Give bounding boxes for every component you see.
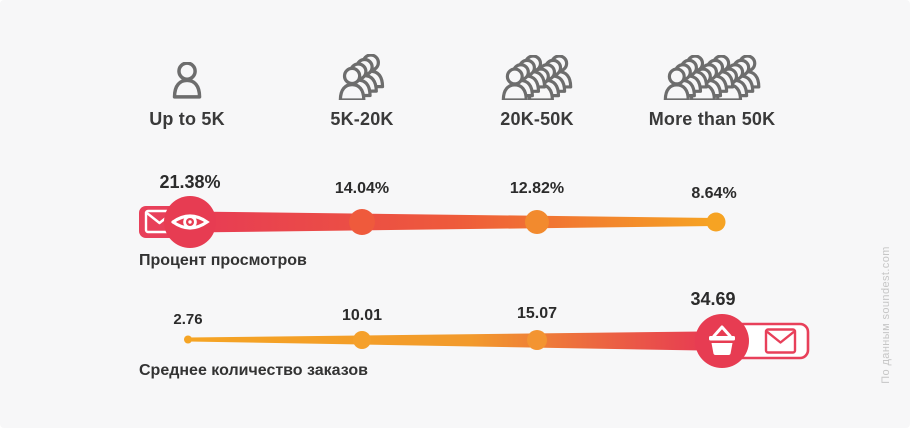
value-label: 12.82%	[509, 180, 565, 197]
value-label: 8.64%	[691, 185, 737, 202]
audience-column: 20K-50K	[449, 48, 625, 130]
value-label: 10.01	[341, 307, 383, 324]
value-label: 14.04%	[334, 180, 390, 197]
data-point-dot	[527, 330, 547, 350]
basket-icon	[709, 325, 735, 355]
funnel-bar	[188, 331, 702, 351]
data-point-dot	[353, 331, 371, 349]
value-label: 34.69	[690, 289, 736, 309]
envelope-icon	[764, 328, 797, 354]
value-label: 21.38%	[159, 172, 221, 192]
chart-caption: Среднее количество заказов	[139, 362, 368, 379]
funnel-bar	[190, 211, 716, 233]
data-point-dot	[184, 335, 192, 344]
chart-caption: Процент просмотров	[139, 252, 307, 269]
end-badge-circle	[695, 314, 749, 368]
data-point-dot	[349, 209, 375, 235]
value-label: 2.76	[173, 311, 203, 328]
audience-column: 5K-20K	[274, 48, 450, 130]
audience-label: More than 50K	[648, 109, 776, 129]
eye-icon	[171, 214, 210, 230]
audience-column: More than 50K	[624, 48, 800, 130]
orders-funnel	[184, 314, 810, 368]
source-watermark: По данным soundest.com	[880, 246, 892, 384]
data-point-dot	[525, 210, 549, 234]
audience-label: Up to 5K	[149, 109, 225, 129]
views-funnel	[139, 196, 726, 248]
data-point-dot	[706, 212, 726, 232]
audience-column: Up to 5K	[99, 48, 275, 130]
value-label: 15.07	[516, 305, 558, 322]
audience-label: 20K-50K	[500, 109, 574, 129]
audience-label: 5K-20K	[330, 109, 394, 129]
